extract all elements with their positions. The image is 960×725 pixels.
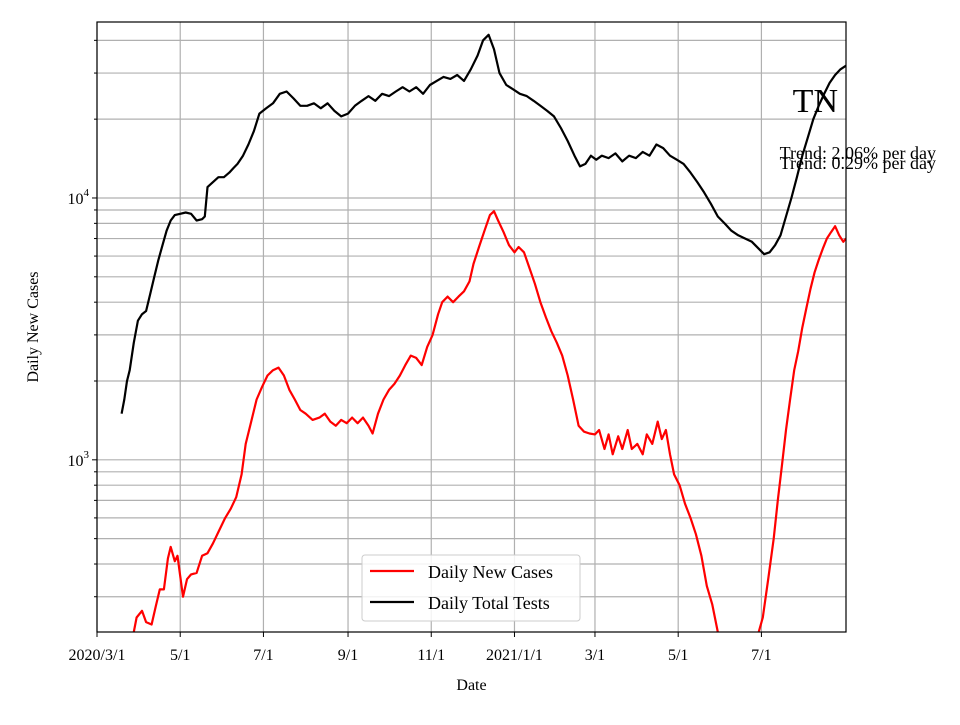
series-layer: [120, 33, 846, 632]
x-tick-label: 5/1: [170, 647, 190, 664]
trend-annotation-tests: Trend: 0.29% per day: [780, 153, 936, 173]
trend-annotation-cases: Trend: 2.06% per day: [780, 143, 936, 163]
x-tick-label: 9/1: [338, 647, 358, 664]
legend: Daily New Cases Daily Total Tests: [361, 554, 581, 622]
axis-ticks: 2020/3/1 5/1 7/1 9/1 11/1 2021/1/1 3/1 5/1 7/1 10…: [68, 39, 772, 664]
x-tick-label: 7/1: [253, 647, 273, 664]
grid: [96, 22, 846, 632]
x-tick-label: 5/1: [668, 647, 688, 664]
y-axis-label: Daily New Cases: [25, 271, 42, 382]
x-axis-label: Date: [456, 677, 486, 694]
legend-label-daily-new-cases: Daily New Cases: [428, 562, 553, 582]
x-tick-label: 7/1: [751, 647, 771, 664]
x-tick-label: 2020/3/1: [69, 647, 126, 664]
series-line-daily-total-tests: [120, 33, 846, 414]
state-label: TN: [793, 83, 838, 120]
x-tick-label: 11/1: [417, 647, 445, 664]
legend-box: [361, 554, 581, 622]
plot-frame: [96, 21, 847, 633]
legend-label-daily-total-tests: Daily Total Tests: [428, 593, 550, 613]
x-tick-label: 2021/1/1: [486, 647, 543, 664]
y-tick-label: 104: [68, 187, 90, 208]
series-line-daily-new-cases: [132, 210, 846, 632]
y-tick-label: 103: [68, 449, 90, 470]
x-tick-label: 3/1: [585, 647, 605, 664]
